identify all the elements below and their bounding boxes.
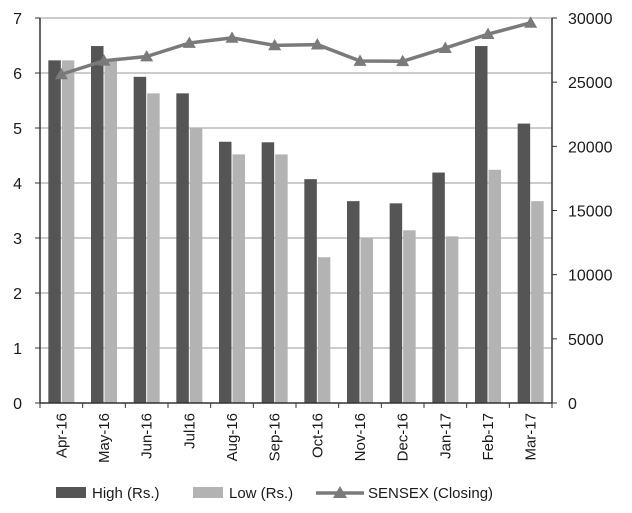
left-tick-label: 2 (13, 286, 22, 303)
bar-low (147, 93, 160, 403)
legend-swatch-high (56, 487, 86, 498)
left-tick-label: 0 (13, 396, 22, 413)
category-label: Mar-17 (523, 413, 540, 461)
category-label: Jul16 (181, 413, 198, 449)
sensex-point (268, 38, 282, 51)
bar-high (219, 141, 232, 403)
bar-low (403, 230, 416, 403)
sensex-point (353, 54, 367, 66)
bar-low (275, 154, 288, 403)
category-label: Aug-16 (224, 413, 241, 461)
sensex-point (438, 41, 452, 53)
bar-high (432, 172, 445, 403)
bar-high (261, 142, 275, 404)
bar-high (91, 46, 104, 404)
category-label: May-16 (96, 413, 113, 463)
left-tick-label: 3 (13, 231, 22, 248)
legend-label-low: Low (Rs.) (229, 485, 293, 502)
line-series (54, 16, 538, 80)
bar-low (445, 236, 459, 403)
bar-high (304, 179, 317, 403)
left-tick-label: 4 (13, 176, 22, 193)
right-tick-label: 30000 (568, 11, 613, 28)
left-axis-ticks: 0 1 2 3 4 5 6 7 (13, 11, 22, 413)
left-tick-label: 6 (13, 66, 22, 83)
category-labels: Apr-16 May-16 Jun-16 Jul16 Aug-16 Sep-16 Oct-1… (53, 413, 539, 463)
bar-high (475, 46, 488, 404)
category-label: Oct-16 (309, 413, 326, 458)
category-label: Jan-17 (437, 413, 454, 459)
right-tick-label: 20000 (568, 139, 613, 156)
sensex-point (182, 36, 196, 48)
bar-high (347, 201, 360, 403)
bar-low (531, 201, 544, 403)
left-tick-label: 5 (13, 121, 22, 138)
right-tick-label: 15000 (568, 204, 613, 221)
bar-low (317, 257, 331, 403)
bar-high (48, 60, 61, 403)
bar-high (176, 93, 189, 403)
right-tick-label: 0 (568, 396, 577, 413)
legend-marker-sensex (333, 486, 347, 498)
category-label: Jun-16 (139, 413, 156, 459)
category-label: Apr-16 (53, 413, 70, 458)
legend-label-high: High (Rs.) (92, 485, 160, 502)
bar-high (389, 203, 403, 403)
sensex-point (310, 38, 324, 50)
sensex-line (60, 21, 532, 77)
bar-low (61, 60, 75, 403)
legend-swatch-low (193, 487, 223, 498)
category-label: Dec-16 (395, 413, 412, 461)
plot-frame (35, 17, 557, 408)
category-label: Sep-16 (267, 413, 284, 461)
legend-label-sensex: SENSEX (Closing) (368, 485, 493, 502)
category-label: Feb-17 (480, 413, 497, 461)
bar-low (232, 154, 245, 403)
right-tick-label: 10000 (568, 268, 613, 285)
sensex-point (524, 16, 538, 28)
sensex-point (225, 31, 239, 43)
left-tick-label: 1 (13, 341, 22, 358)
category-label: Nov-16 (352, 413, 369, 461)
right-tick-label: 5000 (568, 332, 604, 349)
sensex-point (97, 54, 111, 66)
bar-low (104, 60, 117, 403)
bar-series (48, 46, 544, 404)
gridlines (40, 17, 552, 349)
sensex-point (54, 67, 68, 80)
bar-high (133, 76, 147, 403)
right-axis-ticks: 0 5000 10000 15000 20000 25000 30000 (568, 11, 613, 413)
sensex-point (396, 54, 410, 67)
sensex-point (140, 50, 154, 62)
bar-low (360, 238, 373, 403)
legend: High (Rs.) Low (Rs.) SENSEX (Closing) (56, 485, 493, 502)
right-tick-label: 25000 (568, 75, 613, 92)
bar-high (517, 123, 531, 403)
sensex-point (481, 27, 495, 40)
bar-low (189, 128, 203, 403)
bar-low (488, 169, 501, 403)
left-tick-label: 7 (13, 11, 22, 28)
